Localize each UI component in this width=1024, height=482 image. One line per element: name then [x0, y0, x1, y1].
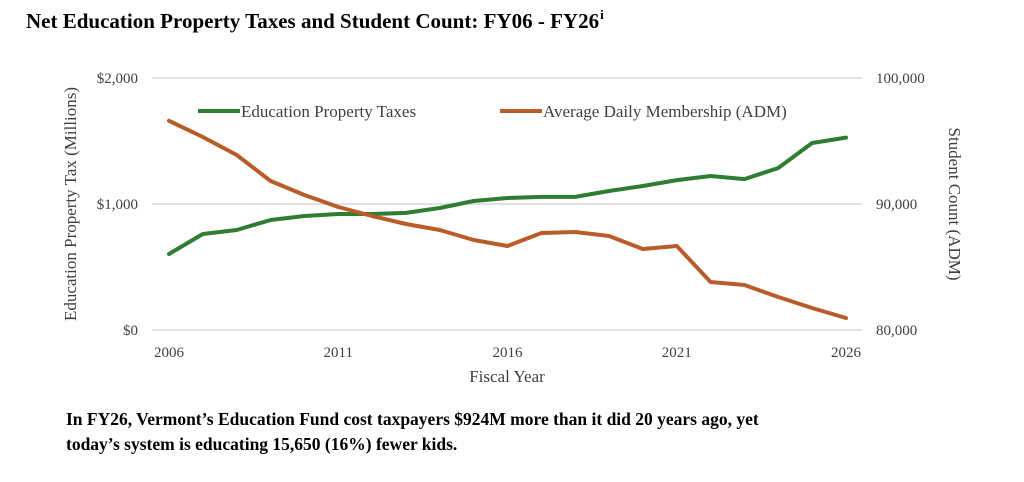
y-tick-label: $2,000 — [97, 71, 138, 87]
x-tick-label: 2016 — [493, 345, 524, 361]
y2-tick-label: 90,000 — [876, 197, 917, 213]
y-axis-right: 80,000 90,000 100,000 — [876, 71, 925, 339]
y2-tick-label: 80,000 — [876, 323, 917, 339]
y2-axis-title: Student Count (ADM) — [945, 128, 964, 281]
legend-label-adm: Average Daily Membership (ADM) — [543, 102, 787, 121]
x-tick-label: 2021 — [662, 345, 692, 361]
y-tick-label: $1,000 — [97, 197, 138, 213]
y-tick-label: $0 — [123, 323, 138, 339]
caption-line-2: today’s system is educating 15,650 (16%)… — [66, 434, 458, 454]
caption-line-1: In FY26, Vermont’s Education Fund cost t… — [66, 409, 759, 429]
series-line-taxes — [167, 135, 848, 256]
x-tick-label: 2011 — [324, 345, 353, 361]
x-tick-label: 2026 — [831, 345, 862, 361]
series-lines — [167, 118, 848, 320]
x-axis-title: Fiscal Year — [469, 367, 545, 386]
y-axis-left: $0 $1,000 $2,000 — [97, 71, 138, 339]
footnote-marker: i — [600, 7, 604, 22]
legend-label-taxes: Education Property Taxes — [241, 102, 416, 121]
caption: In FY26, Vermont’s Education Fund cost t… — [66, 407, 966, 457]
x-axis: 2006 2011 2016 2021 2026 — [154, 345, 862, 361]
legend: Education Property Taxes Average Daily M… — [198, 102, 787, 121]
gridlines — [152, 77, 862, 331]
chart-title-text: Net Education Property Taxes and Student… — [26, 9, 600, 33]
y-axis-title: Education Property Tax (Millions) — [61, 87, 80, 321]
chart-title: Net Education Property Taxes and Student… — [26, 7, 604, 34]
y2-tick-label: 100,000 — [876, 71, 925, 87]
x-tick-label: 2006 — [154, 345, 185, 361]
